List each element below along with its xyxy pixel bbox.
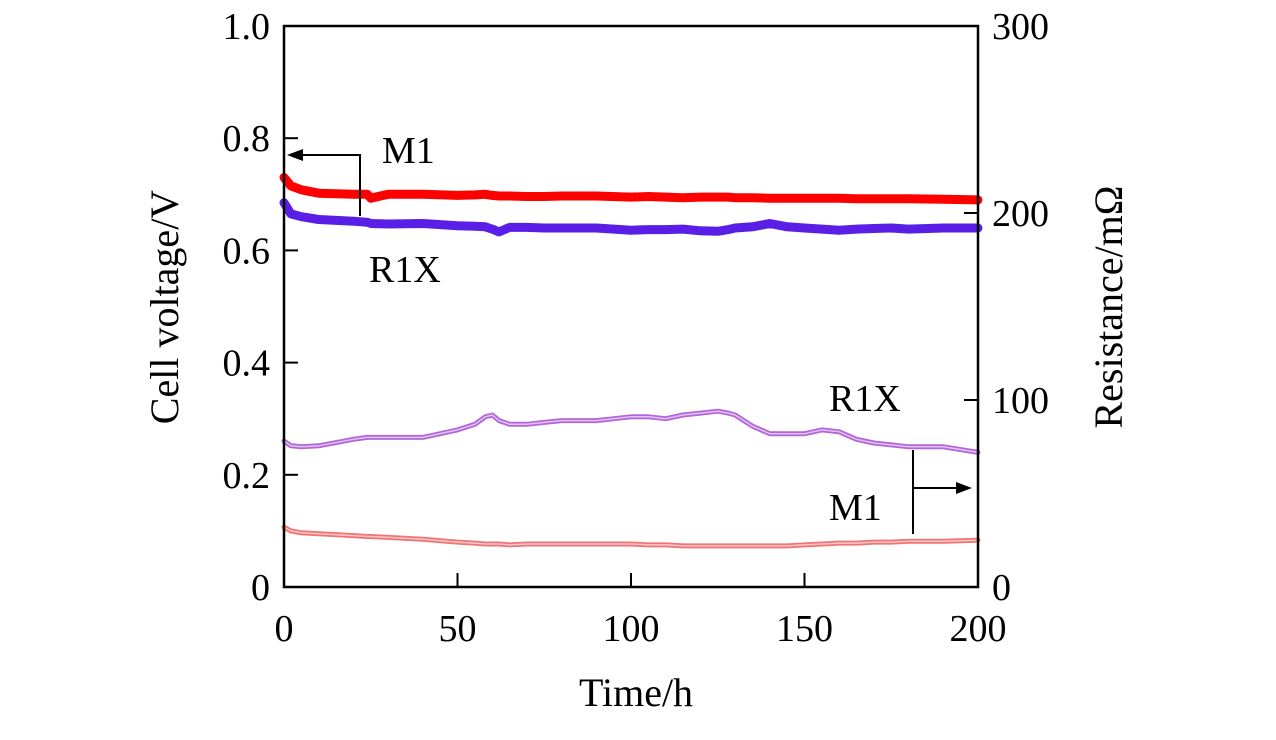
series-line-highlight-r1x-right	[283, 410, 979, 454]
annotation-m1-voltage: M1	[382, 130, 435, 172]
series-line-r1x-left	[279, 198, 983, 237]
plot-lines	[279, 173, 983, 549]
y-left-tick-label: 0.8	[223, 118, 271, 160]
ticks	[283, 25, 979, 588]
x-tick-label: 50	[439, 608, 477, 650]
series-line-m1-right	[281, 524, 981, 549]
right-axis-title: Resistance/mΩ	[1086, 185, 1131, 428]
left-axis-title: Cell voltage/V	[142, 190, 187, 425]
y-right-tick-label: 200	[992, 193, 1049, 235]
y-left-tick-label: 0.4	[223, 343, 271, 385]
y-left-tick-label: 0.2	[223, 455, 271, 497]
y-right-tick-label: 100	[992, 380, 1049, 422]
x-tick-label: 200	[950, 608, 1007, 650]
annotation-r1x-voltage: R1X	[369, 249, 441, 291]
x-tick-label: 0	[275, 608, 294, 650]
annotation-m1-voltage-arrowhead	[287, 149, 303, 161]
annotations: M1 R1X R1X M1	[287, 130, 972, 534]
y-right-tick-label: 0	[992, 567, 1011, 609]
annotation-m1-resistance-arrowhead	[956, 482, 972, 494]
series-line-highlight-m1-right	[283, 526, 979, 547]
series-line-m1-left	[279, 173, 983, 205]
y-left-tick-label: 0.6	[223, 230, 271, 272]
annotation-m1-resistance: M1	[829, 487, 882, 529]
x-axis-title: Time/h	[579, 670, 693, 715]
y-left-tick-label: 1.0	[223, 6, 271, 48]
annotation-m1-voltage-arrow	[293, 154, 361, 216]
y-right-tick-label: 300	[992, 6, 1049, 48]
x-tick-label: 100	[603, 608, 660, 650]
annotation-r1x-resistance: R1X	[829, 378, 901, 420]
y-left-tick-label: 0	[251, 567, 270, 609]
x-tick-label: 150	[776, 608, 833, 650]
